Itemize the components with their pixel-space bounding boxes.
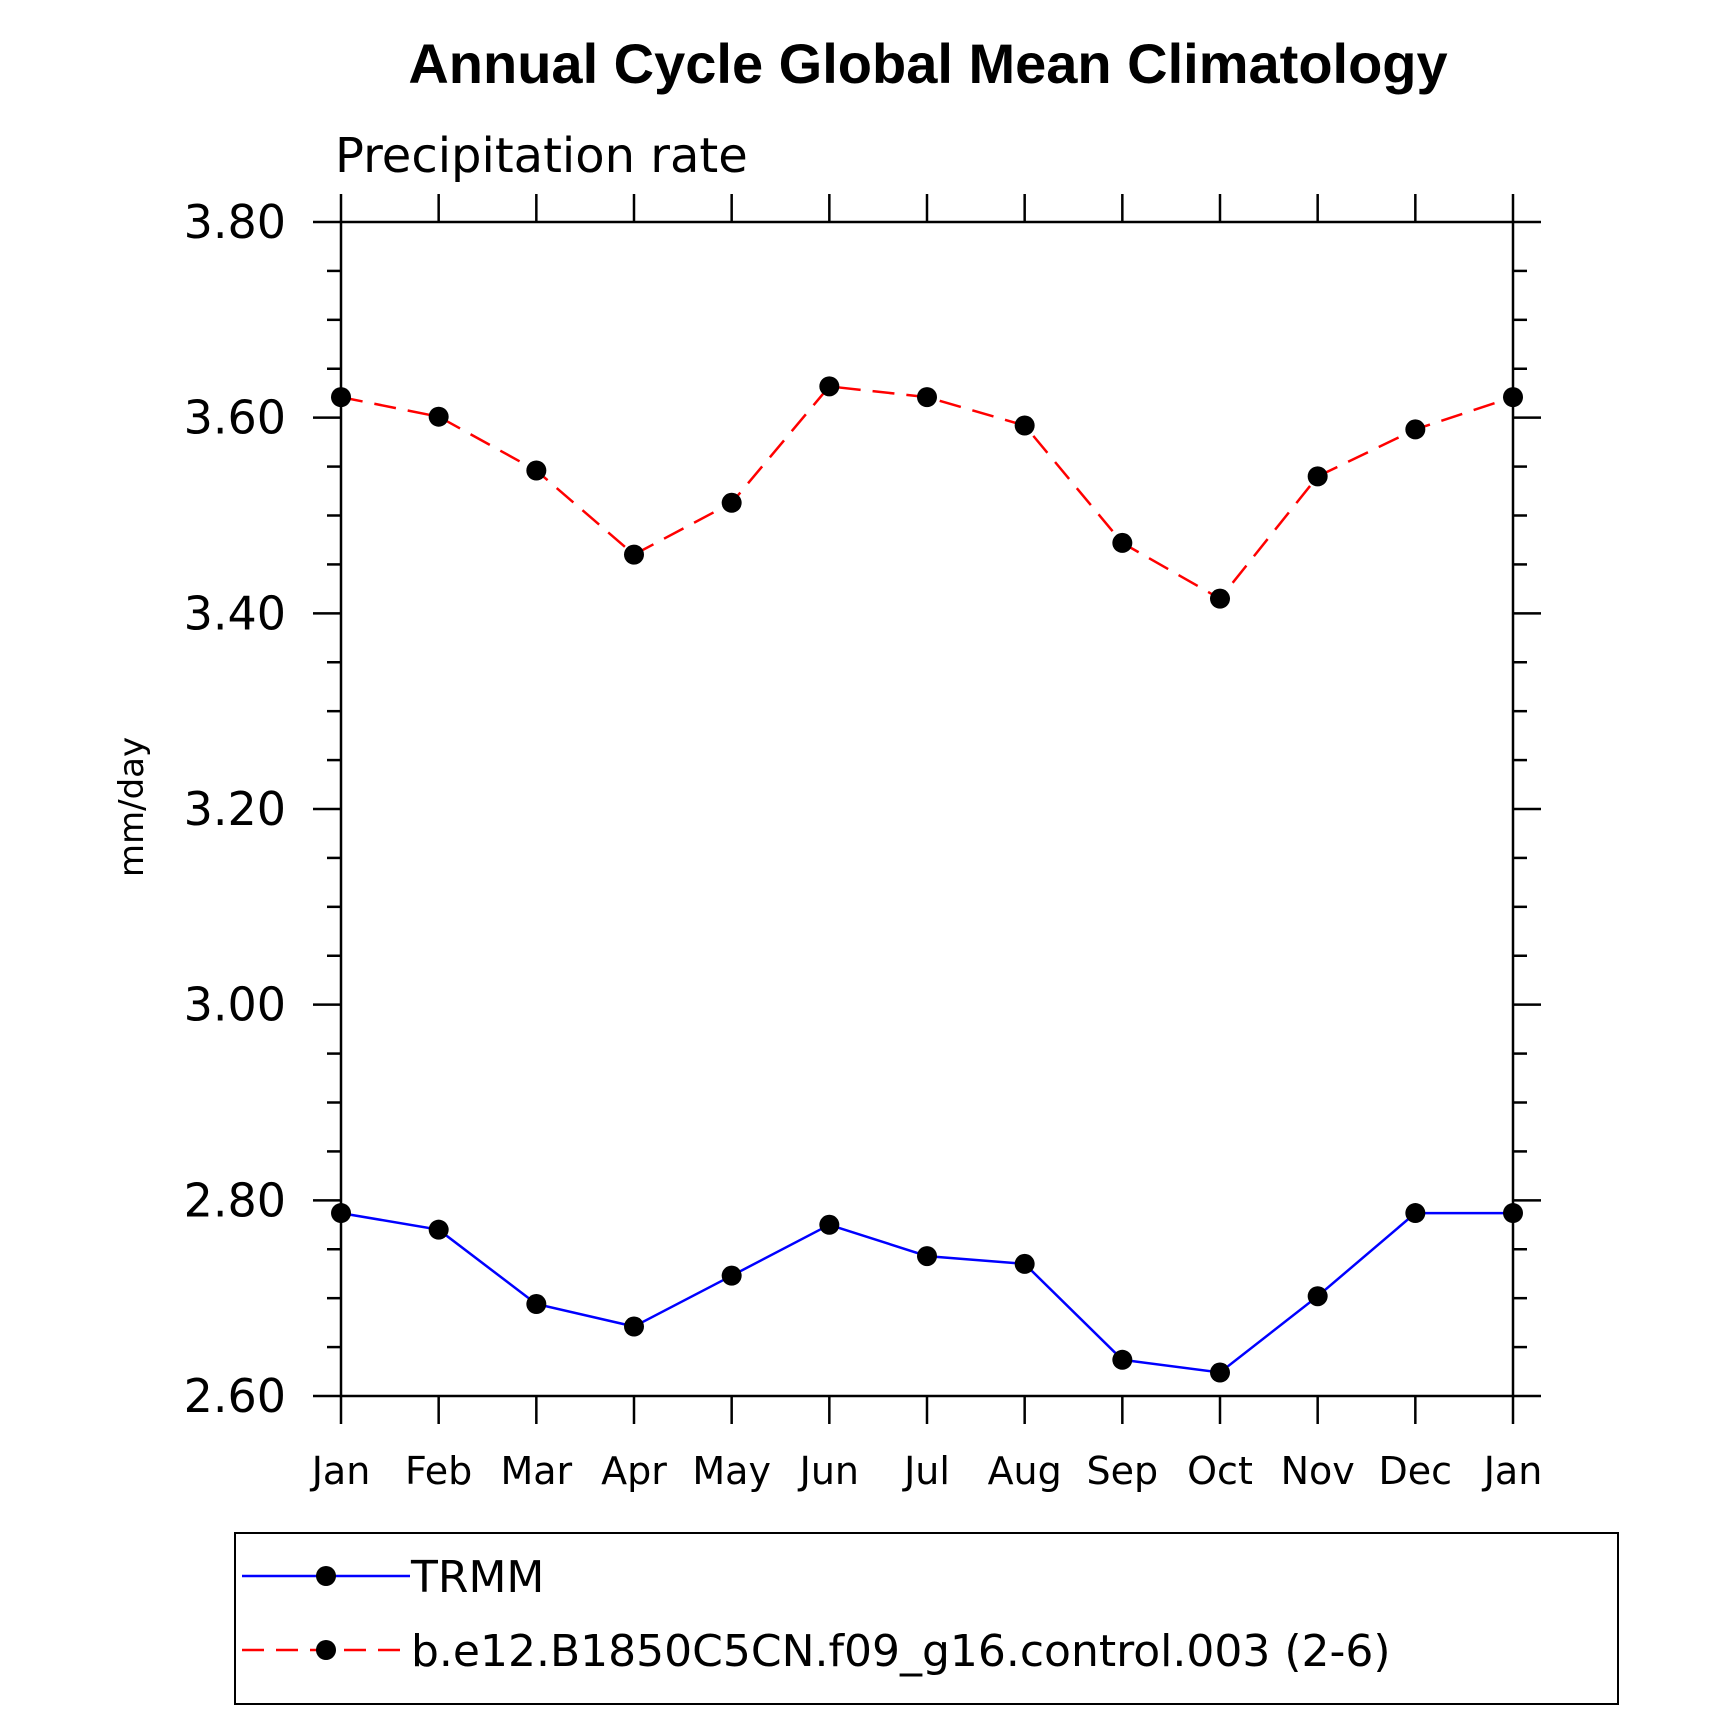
legend-box <box>234 1532 1619 1705</box>
data-point <box>624 1316 644 1337</box>
x-tick-label: Nov <box>1281 1449 1355 1493</box>
x-tick-label: Apr <box>601 1449 667 1493</box>
data-point <box>1210 588 1230 609</box>
data-point <box>526 460 547 481</box>
data-point <box>1405 419 1426 440</box>
y-tick-label: 3.00 <box>184 978 286 1032</box>
data-point <box>428 406 449 427</box>
data-point <box>1307 1286 1328 1307</box>
x-tick-label: Dec <box>1379 1449 1453 1493</box>
data-point <box>1210 1362 1230 1383</box>
data-point <box>721 1265 742 1286</box>
y-tick-label: 2.80 <box>184 1173 286 1227</box>
x-tick-label: May <box>692 1449 771 1493</box>
legend: TRMM b.e12.B1850C5CN.f09_g16.control.003 … <box>242 1552 1391 1677</box>
x-tick-label: Jan <box>310 1449 371 1493</box>
y-tick-label: 2.60 <box>184 1369 286 1423</box>
x-tick-label: Sep <box>1087 1449 1159 1493</box>
data-point <box>1112 532 1133 553</box>
data-point <box>1307 466 1328 487</box>
data-point <box>1503 387 1523 408</box>
data-point <box>1112 1349 1133 1370</box>
y-axis-label: mm/day <box>112 737 152 877</box>
x-tick-label: Mar <box>500 1449 572 1493</box>
series-line-1 <box>340 385 1514 601</box>
y-tick-label: 3.20 <box>184 782 286 836</box>
data-point <box>1014 1253 1035 1274</box>
series-line-0 <box>340 1211 1513 1374</box>
y-tick-label: 3.60 <box>184 391 286 445</box>
x-tick-label: Jan <box>1482 1449 1543 1493</box>
x-tick-label: Jul <box>902 1449 950 1493</box>
chart-subtitle: Precipitation rate <box>335 128 748 184</box>
y-axis-ticks: 2.60 2.80 3.00 3.20 3.40 3.60 3.80 <box>184 195 1541 1423</box>
data-point <box>526 1294 547 1315</box>
data-point <box>624 544 644 565</box>
data-point <box>917 1246 937 1267</box>
chart-title: Annual Cycle Global Mean Climatology <box>408 32 1447 95</box>
x-tick-label: Feb <box>405 1449 472 1493</box>
data-point <box>331 1203 351 1224</box>
legend-label: TRMM <box>410 1552 544 1603</box>
data-point <box>1503 1203 1523 1224</box>
data-point <box>721 492 742 513</box>
data-point <box>819 376 840 397</box>
data-point <box>819 1214 840 1235</box>
x-tick-label: Aug <box>988 1449 1062 1493</box>
y-tick-label: 3.40 <box>184 586 286 640</box>
legend-swatch-marker <box>316 1640 336 1660</box>
x-tick-label: Jun <box>798 1449 859 1493</box>
x-axis-ticks: Jan Feb Mar Apr May Jun Jul Aug Sep Oct Nov Dec Jan <box>310 194 1543 1493</box>
legend-label: b.e12.B1850C5CN.f09_g16.control.003 (2-6… <box>411 1626 1391 1677</box>
data-point <box>917 387 937 408</box>
y-tick-label: 3.80 <box>184 195 286 249</box>
data-point <box>1405 1203 1426 1224</box>
series-layer <box>331 376 1523 1383</box>
data-point <box>1014 415 1035 436</box>
data-point <box>428 1219 449 1240</box>
x-tick-label: Oct <box>1187 1449 1253 1493</box>
data-point <box>331 387 351 408</box>
legend-swatch-marker <box>316 1566 336 1586</box>
